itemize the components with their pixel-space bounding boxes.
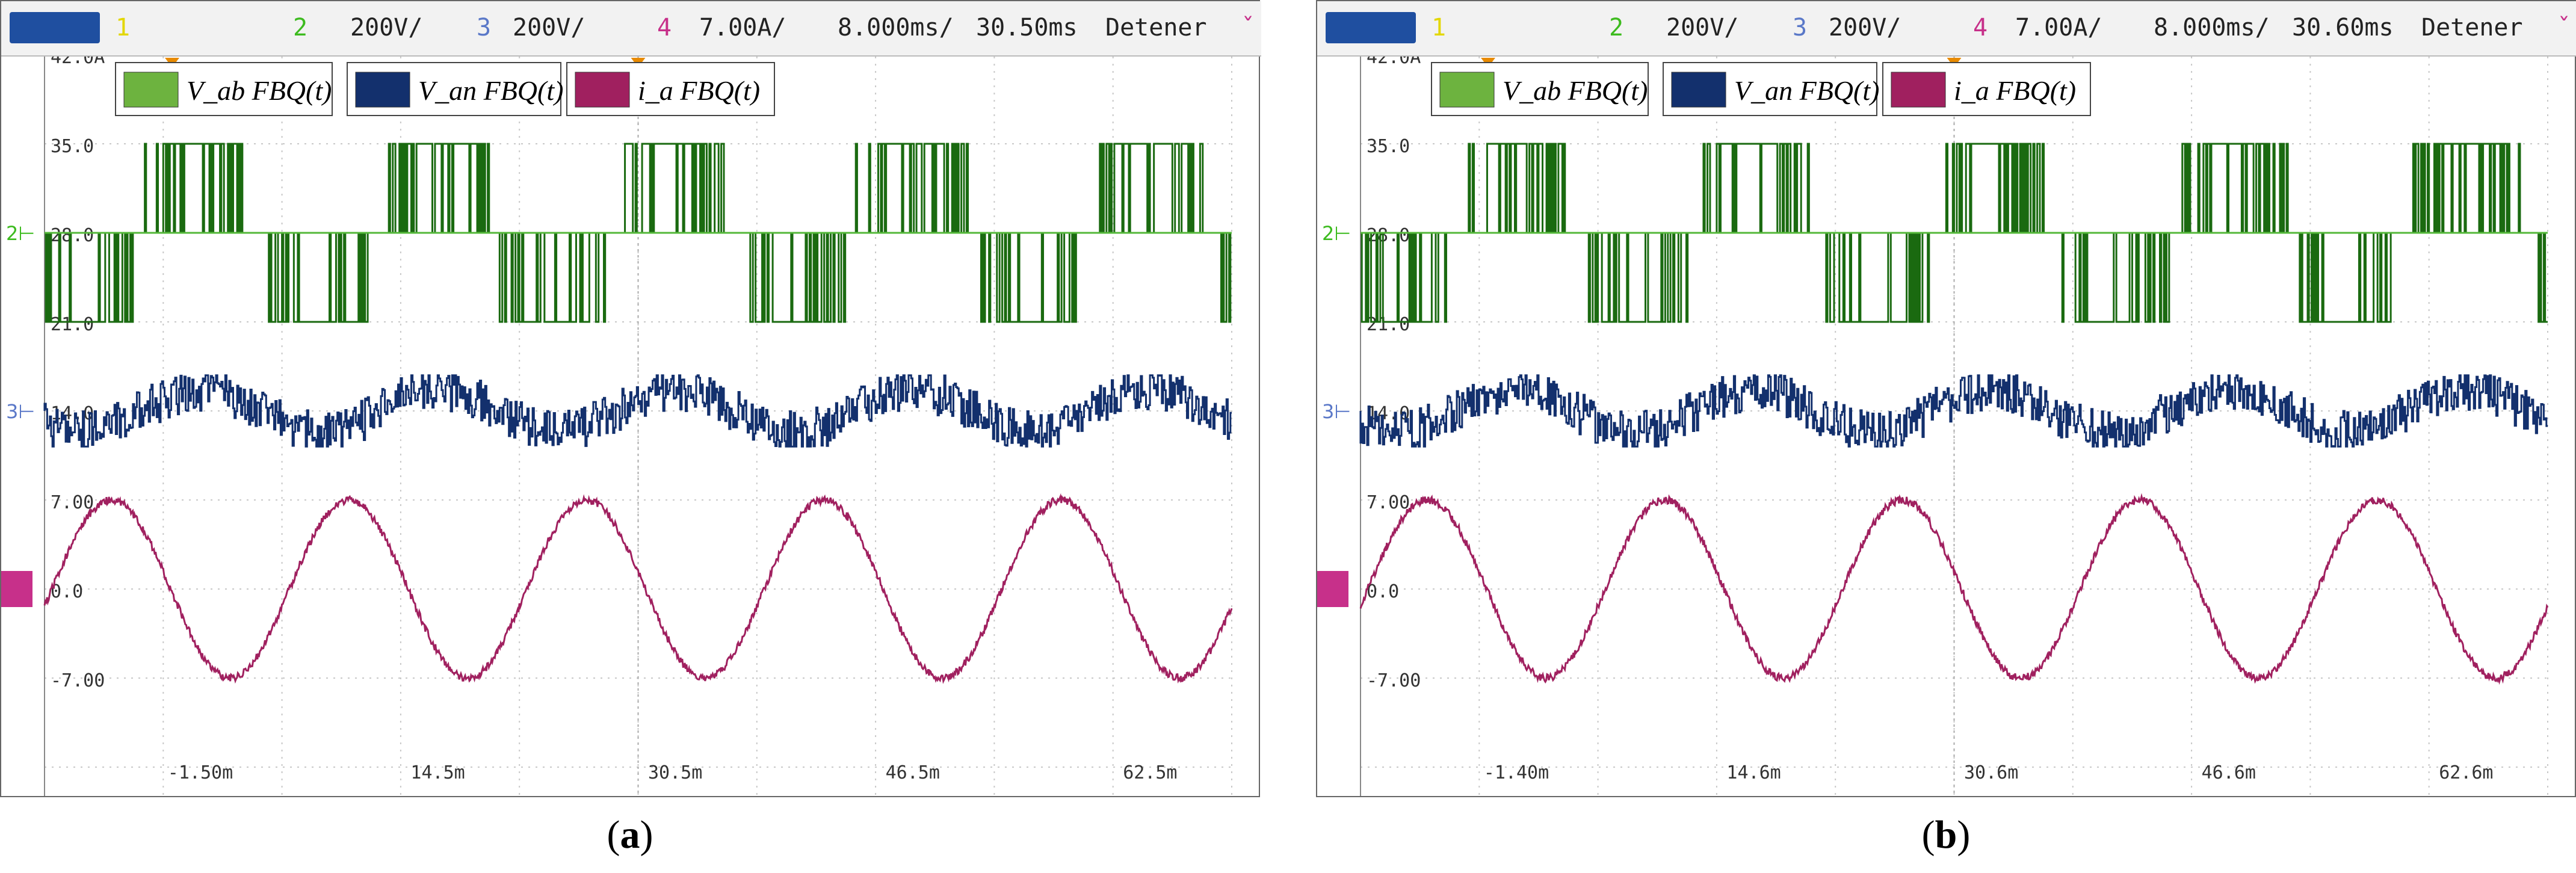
run-status: Detener <box>1105 14 1207 42</box>
ch4-indicator: 4 <box>657 14 672 42</box>
caption-open: ( <box>1921 813 1935 857</box>
channel-ground-marker: 3⊢ <box>6 400 35 423</box>
x-tick-label: -1.40m <box>1484 762 1549 783</box>
y-tick-label: 28.0 <box>1367 225 1410 246</box>
run-status: Detener <box>2421 14 2523 42</box>
legend-swatch <box>575 72 630 108</box>
status-bar-b: 1 2 200V/ 3 200V/ 4 7.00A/ 8.000ms/ 30.6… <box>1317 1 2576 57</box>
legend: V_ab FBQ(t) V_an FBQ(t) i_a FBQ(t) <box>1431 62 2091 116</box>
ch1-indicator: 1 <box>1432 14 1447 42</box>
legend-label-vab: V_ab FBQ(t) <box>1503 75 1648 106</box>
caption-open: ( <box>607 813 620 857</box>
ia-trace <box>1359 493 2549 685</box>
ch4-indicator: 4 <box>1973 14 1988 42</box>
trigger-delay: 30.50ms <box>976 14 1078 42</box>
ia-trace <box>43 493 1233 684</box>
legend-swatch <box>1439 72 1495 108</box>
trigger-level-marker: ˇ <box>1241 14 1256 42</box>
ch3-indicator: 3 <box>477 14 492 42</box>
status-bar-a: 1 2 200V/ 3 200V/ 4 7.00A/ 8.000ms/ 30.5… <box>1 1 1261 57</box>
caption-letter: b <box>1935 813 1957 857</box>
ch2-indicator: 2 <box>293 14 308 42</box>
x-tick-label: -1.50m <box>168 762 233 783</box>
legend-label-van: V_an FBQ(t) <box>1734 75 1879 106</box>
x-tick-label: 14.6m <box>1726 762 1781 783</box>
legend-swatch <box>355 72 410 108</box>
y-tick-label: 7.00 <box>1367 492 1410 513</box>
ch3-scale: 200V/ <box>1829 14 1901 42</box>
legend-swatch <box>1671 72 1726 108</box>
grid <box>44 57 1232 796</box>
ch1-indicator: 1 <box>116 14 131 42</box>
y-tick-label: 7.00 <box>51 492 94 513</box>
legend: V_ab FBQ(t) V_an FBQ(t) i_a FBQ(t) <box>115 62 775 116</box>
ch4-ground-marker <box>1317 571 1348 607</box>
x-tick-label: 62.6m <box>2439 762 2493 783</box>
caption-letter: a <box>620 813 640 857</box>
legend-label-ia: i_a FBQ(t) <box>1954 75 2076 106</box>
x-tick-label: 46.6m <box>2202 762 2256 783</box>
ch4-scale: 7.00A/ <box>699 14 786 42</box>
legend-swatch <box>123 72 179 108</box>
ch2-scale: 200V/ <box>1666 14 1739 42</box>
caption-close: ) <box>640 813 653 857</box>
y-tick-label: 42.0A <box>1367 57 1421 68</box>
timebase: 8.000ms/ <box>838 14 954 42</box>
scope-logo <box>10 12 100 43</box>
legend-label-vab: V_ab FBQ(t) <box>187 75 332 106</box>
legend-swatch <box>1891 72 1946 108</box>
y-tick-label: 42.0A <box>51 57 105 68</box>
y-tick-label: 35.0 <box>51 136 94 157</box>
y-tick-label: 35.0 <box>1367 136 1410 157</box>
caption-b: (b) <box>1316 812 2576 858</box>
trigger-level-marker: ˇ <box>2557 14 2572 42</box>
oscilloscope-screen-b: 1 2 200V/ 3 200V/ 4 7.00A/ 8.000ms/ 30.6… <box>1316 0 2576 797</box>
legend-label-van: V_an FBQ(t) <box>418 75 563 106</box>
y-tick-label: -7.00 <box>51 670 105 691</box>
panel-a: 1 2 200V/ 3 200V/ 4 7.00A/ 8.000ms/ 30.5… <box>0 0 1261 873</box>
channel-ground-marker: 3⊢ <box>1322 400 1351 423</box>
trigger-delay: 30.60ms <box>2292 14 2394 42</box>
channel-ground-marker: 2⊢ <box>1322 222 1351 245</box>
caption-a: (a) <box>0 812 1260 858</box>
y-tick-label: 0.0 <box>51 581 83 602</box>
panel-b: 1 2 200V/ 3 200V/ 4 7.00A/ 8.000ms/ 30.6… <box>1316 0 2576 873</box>
x-tick-label: 30.6m <box>1964 762 2018 783</box>
ch2-indicator: 2 <box>1609 14 1624 42</box>
ch4-ground-marker <box>1 571 32 607</box>
channel-ground-marker: 2⊢ <box>6 222 35 245</box>
timebase: 8.000ms/ <box>2154 14 2270 42</box>
van-trace <box>43 374 1232 448</box>
van-trace <box>1359 374 2548 448</box>
ch3-scale: 200V/ <box>513 14 585 42</box>
x-tick-label: 30.5m <box>648 762 702 783</box>
caption-close: ) <box>1957 813 1971 857</box>
oscilloscope-screen-a: 1 2 200V/ 3 200V/ 4 7.00A/ 8.000ms/ 30.5… <box>0 0 1261 797</box>
x-tick-label: 46.5m <box>886 762 940 783</box>
x-tick-label: 14.5m <box>410 762 465 783</box>
ch3-indicator: 3 <box>1793 14 1808 42</box>
scope-logo <box>1326 12 1416 43</box>
x-tick-label: 62.5m <box>1123 762 1177 783</box>
y-tick-label: 21.0 <box>1367 314 1410 335</box>
y-tick-label: -7.00 <box>1367 670 1421 691</box>
y-tick-label: 21.0 <box>51 314 94 335</box>
ch2-scale: 200V/ <box>350 14 423 42</box>
y-tick-label: 0.0 <box>1367 581 1399 602</box>
ch4-scale: 7.00A/ <box>2015 14 2102 42</box>
y-tick-label: 28.0 <box>51 225 94 246</box>
legend-label-ia: i_a FBQ(t) <box>638 75 760 106</box>
